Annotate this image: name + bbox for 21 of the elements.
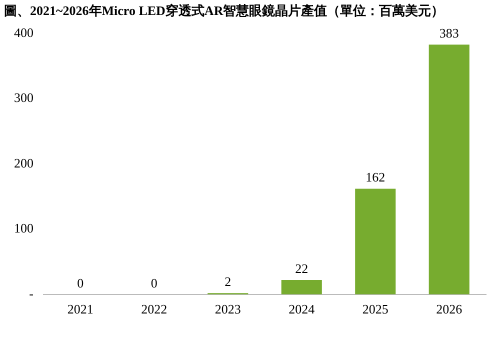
data-label: 0 — [77, 275, 84, 290]
x-tick-label: 2026 — [436, 302, 463, 317]
x-tick-label: 2025 — [362, 302, 388, 317]
data-label: 162 — [366, 170, 386, 185]
data-label: 383 — [439, 26, 459, 41]
x-tick-label: 2022 — [141, 302, 168, 317]
x-tick-label: 2023 — [214, 302, 241, 317]
y-tick-label: 400 — [14, 25, 34, 40]
x-tick-label: 2024 — [288, 302, 316, 317]
bar — [355, 188, 396, 294]
bar — [428, 44, 470, 294]
y-tick-label: 100 — [14, 220, 34, 236]
chart-title: 圖、2021~2026年Micro LED穿透式AR智慧眼鏡晶片產值（單位：百萬美元） — [4, 3, 444, 18]
data-label: 2 — [224, 274, 232, 290]
y-tick-label: - — [29, 286, 34, 301]
x-tick-label: 2021 — [67, 302, 94, 317]
y-tick-label: 200 — [14, 155, 34, 170]
bar — [281, 280, 322, 294]
data-label: 22 — [295, 260, 308, 276]
y-tick-label: 300 — [14, 90, 34, 106]
data-label: 0 — [150, 275, 158, 290]
